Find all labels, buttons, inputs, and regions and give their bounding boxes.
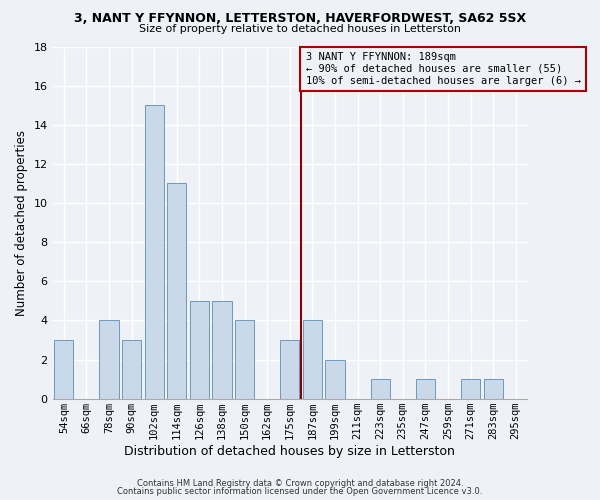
Text: Contains HM Land Registry data © Crown copyright and database right 2024.: Contains HM Land Registry data © Crown c… bbox=[137, 478, 463, 488]
Bar bbox=[212, 301, 232, 398]
Bar bbox=[54, 340, 73, 398]
Bar bbox=[461, 379, 480, 398]
Bar bbox=[416, 379, 435, 398]
Bar bbox=[145, 105, 164, 399]
Text: Contains public sector information licensed under the Open Government Licence v3: Contains public sector information licen… bbox=[118, 487, 482, 496]
Bar bbox=[235, 320, 254, 398]
Bar bbox=[167, 184, 187, 398]
Bar bbox=[325, 360, 344, 399]
Y-axis label: Number of detached properties: Number of detached properties bbox=[15, 130, 28, 316]
Bar bbox=[190, 301, 209, 398]
Text: Size of property relative to detached houses in Letterston: Size of property relative to detached ho… bbox=[139, 24, 461, 34]
Bar bbox=[280, 340, 299, 398]
Bar bbox=[122, 340, 141, 398]
Bar bbox=[303, 320, 322, 398]
Bar bbox=[371, 379, 390, 398]
Text: 3 NANT Y FFYNNON: 189sqm
← 90% of detached houses are smaller (55)
10% of semi-d: 3 NANT Y FFYNNON: 189sqm ← 90% of detach… bbox=[305, 52, 581, 86]
X-axis label: Distribution of detached houses by size in Letterston: Distribution of detached houses by size … bbox=[124, 444, 455, 458]
Bar bbox=[484, 379, 503, 398]
Text: 3, NANT Y FFYNNON, LETTERSTON, HAVERFORDWEST, SA62 5SX: 3, NANT Y FFYNNON, LETTERSTON, HAVERFORD… bbox=[74, 12, 526, 24]
Bar bbox=[100, 320, 119, 398]
